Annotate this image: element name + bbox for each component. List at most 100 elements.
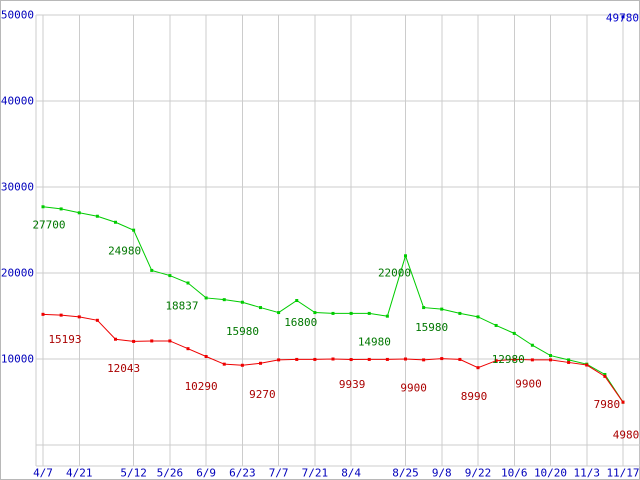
series-red-point-marker <box>132 339 136 343</box>
y-tick-label: 10000 <box>1 353 34 366</box>
x-tick-label: 10/20 <box>534 467 567 480</box>
series-red-point-marker <box>549 358 552 362</box>
series-green-point-marker <box>476 315 480 319</box>
series-green-point-marker <box>404 254 407 258</box>
series-red-point-marker <box>295 357 299 361</box>
x-tick-label: 10/6 <box>501 467 528 480</box>
x-tick-label: 4/7 <box>33 467 53 480</box>
series-red-point-marker <box>585 363 589 367</box>
data-point-label: 15980 <box>415 321 448 334</box>
series-red-point-marker <box>476 366 480 370</box>
series-red-point-marker <box>95 318 99 322</box>
series-red-point-marker <box>41 312 45 316</box>
series-green-point-marker <box>41 205 45 209</box>
series-green-point-marker <box>186 281 190 285</box>
series-red-point-marker <box>313 357 317 361</box>
x-tick-label: 9/22 <box>465 467 492 480</box>
series-green-point-marker <box>240 300 244 304</box>
y-tick-label: 20000 <box>1 267 34 280</box>
series-red-point-marker <box>422 358 426 362</box>
data-point-label: 12980 <box>492 353 525 366</box>
standalone-point-marker <box>621 15 625 19</box>
series-green-point-marker <box>95 214 99 218</box>
series-green-point-marker <box>494 323 498 327</box>
series-green-point-marker <box>603 372 607 376</box>
series-red-point-marker <box>59 313 63 317</box>
data-point-label: 15193 <box>48 333 81 346</box>
data-point-label: 14980 <box>358 336 391 349</box>
series-red-point-marker <box>367 357 371 361</box>
series-green-point-marker <box>385 314 389 318</box>
series-green-point-marker <box>530 343 534 347</box>
x-tick-label: 11/17 <box>606 467 639 480</box>
y-tick-label: 50000 <box>1 9 34 22</box>
data-point-label: 9900 <box>400 381 427 394</box>
x-tick-label: 8/25 <box>392 467 419 480</box>
series-green-point-marker <box>549 354 552 358</box>
x-tick-label: 5/12 <box>120 467 147 480</box>
data-point-label: 18837 <box>165 300 198 313</box>
series-red-point-marker <box>603 374 607 378</box>
series-green-point-marker <box>59 207 63 211</box>
series-red-point-marker <box>277 358 281 362</box>
x-tick-label: 11/3 <box>574 467 601 480</box>
series-green-point-marker <box>367 311 371 315</box>
series-green-point-marker <box>313 311 317 315</box>
series-red-point-marker <box>150 339 154 343</box>
series-red-point-marker <box>530 358 534 362</box>
series-red-point-marker <box>168 339 172 343</box>
data-point-label: 16800 <box>284 316 317 329</box>
series-red-point-marker <box>385 357 389 361</box>
data-point-label: 12043 <box>107 362 140 375</box>
x-tick-label: 6/9 <box>196 467 216 480</box>
series-green-point-marker <box>295 299 299 303</box>
series-green-point-marker <box>222 298 226 302</box>
series-red-point-marker <box>458 357 462 361</box>
series-green-point-marker <box>114 220 117 224</box>
series-red-point-marker <box>222 362 226 366</box>
series-red-point-marker <box>240 363 244 367</box>
data-point-label: 22000 <box>378 266 411 279</box>
series-red-point-marker <box>494 359 498 363</box>
x-tick-label: 7/7 <box>269 467 289 480</box>
data-point-label: 4980 <box>613 429 640 442</box>
series-red-point-marker <box>404 357 407 361</box>
x-tick-label: 9/8 <box>432 467 452 480</box>
series-red-point-marker <box>331 357 335 361</box>
series-green-point-marker <box>204 296 208 300</box>
x-tick-label: 7/21 <box>302 467 329 480</box>
series-green-point-marker <box>168 274 172 278</box>
series-green-point-marker <box>567 358 571 362</box>
series-green-point-marker <box>349 311 353 315</box>
y-tick-label: 40000 <box>1 95 34 108</box>
x-tick-label: 8/4 <box>341 467 361 480</box>
data-point-label: 27700 <box>32 218 65 231</box>
series-red-point-marker <box>186 347 190 351</box>
series-red-point-marker <box>349 358 353 362</box>
data-point-label: 15980 <box>226 325 259 338</box>
y-tick-label: 30000 <box>1 181 34 194</box>
series-green-point-marker <box>277 311 281 315</box>
x-tick-label: 5/26 <box>157 467 184 480</box>
series-green-point-marker <box>512 331 516 335</box>
series-red-point-marker <box>567 360 571 364</box>
data-point-label: 10290 <box>185 380 218 393</box>
data-point-label: 7980 <box>594 398 621 411</box>
series-red-point-marker <box>621 400 625 404</box>
series-red-point-marker <box>440 357 444 361</box>
data-point-label: 24980 <box>108 245 141 258</box>
data-point-label: 9939 <box>339 378 366 391</box>
series-green-point-marker <box>422 306 426 310</box>
series-green-point-marker <box>458 311 462 315</box>
x-tick-label: 4/21 <box>66 467 93 480</box>
series-green-point-marker <box>259 306 262 310</box>
data-point-label: 9270 <box>249 388 276 401</box>
series-green-point-marker <box>77 211 81 215</box>
series-red-point-marker <box>512 357 516 361</box>
data-point-label: 8990 <box>461 390 488 403</box>
series-green-point-marker <box>331 311 335 315</box>
series-red-point-marker <box>77 315 81 319</box>
series-red-point-marker <box>114 337 117 341</box>
